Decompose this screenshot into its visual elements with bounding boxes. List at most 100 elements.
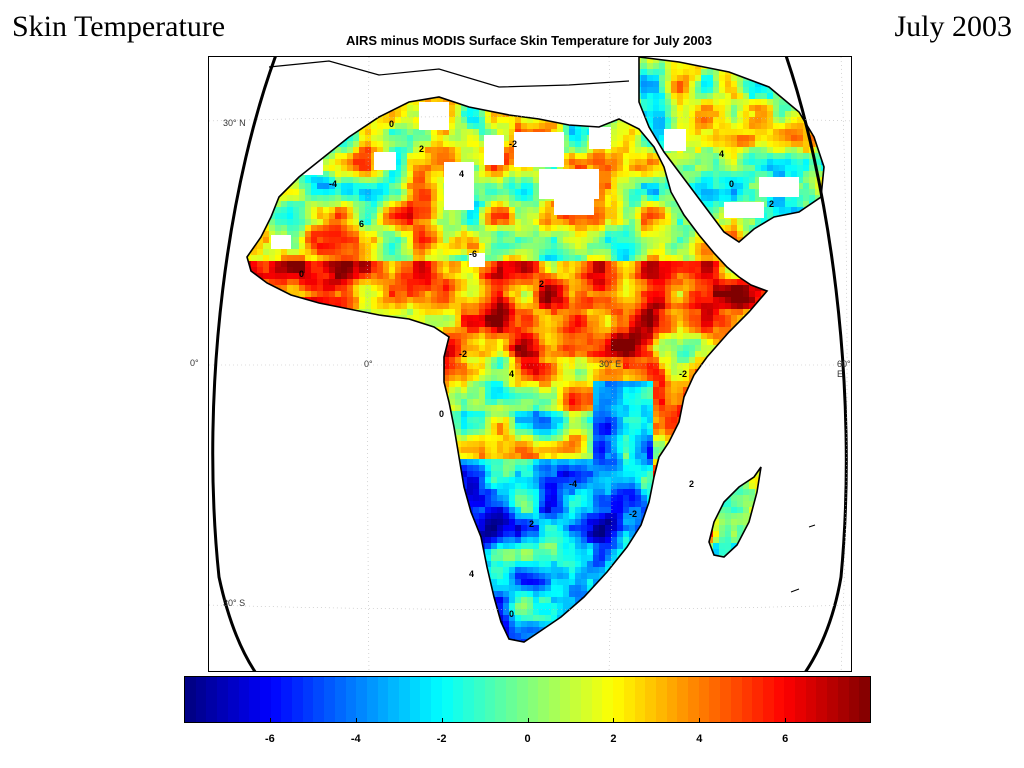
field-cell	[413, 153, 420, 160]
field-cell	[311, 249, 318, 256]
field-cell	[701, 279, 708, 286]
field-cell	[581, 135, 588, 142]
field-cell	[227, 141, 234, 148]
field-cell	[641, 93, 648, 100]
field-cell	[803, 231, 810, 238]
field-cell	[275, 303, 282, 310]
field-cell	[833, 177, 840, 184]
field-cell	[647, 219, 654, 226]
field-cell	[545, 57, 552, 64]
field-cell	[473, 249, 480, 256]
field-cell	[275, 249, 282, 256]
field-cell	[779, 231, 786, 238]
field-cell	[617, 147, 624, 154]
field-cell	[821, 63, 824, 70]
field-cell	[407, 117, 414, 124]
field-cell	[437, 309, 444, 316]
field-cell	[761, 225, 768, 232]
field-cell	[569, 327, 576, 334]
field-cell	[281, 279, 288, 286]
field-cell	[803, 213, 810, 220]
field-cell	[533, 231, 540, 238]
field-cell	[353, 57, 360, 64]
field-cell	[347, 261, 354, 268]
field-cell	[407, 141, 414, 148]
field-cell	[503, 189, 510, 196]
field-cell	[713, 207, 720, 214]
field-cell	[341, 225, 348, 232]
field-cell	[347, 231, 354, 238]
field-cell	[635, 201, 642, 208]
field-cell	[635, 117, 642, 124]
field-cell	[449, 309, 456, 316]
field-cell	[701, 87, 708, 94]
field-cell	[341, 273, 348, 280]
field-cell	[377, 177, 384, 184]
field-cell	[479, 111, 486, 118]
field-cell	[335, 231, 342, 238]
field-cell	[815, 297, 822, 304]
field-cell	[767, 213, 774, 220]
field-cell	[659, 243, 666, 250]
field-cell	[247, 171, 252, 178]
field-cell	[431, 231, 438, 238]
field-cell	[677, 75, 684, 82]
field-cell	[821, 93, 824, 100]
field-cell	[305, 243, 312, 250]
field-cell	[611, 231, 618, 238]
field-cell	[323, 171, 330, 178]
field-cell	[311, 309, 318, 316]
field-cell	[719, 237, 726, 244]
field-cell	[515, 297, 522, 304]
field-cell	[725, 291, 732, 298]
field-cell	[599, 189, 606, 196]
field-cell	[239, 231, 246, 238]
field-cell	[509, 195, 516, 202]
field-cell	[701, 57, 708, 64]
field-cell	[209, 249, 216, 256]
field-cell	[329, 285, 336, 292]
field-cell	[581, 57, 588, 64]
field-cell	[299, 273, 306, 280]
field-cell	[761, 69, 768, 76]
field-cell	[755, 171, 762, 178]
field-cell	[383, 255, 390, 262]
field-cell	[683, 321, 690, 328]
field-cell	[407, 249, 414, 256]
field-cell	[461, 327, 468, 334]
field-cell	[809, 159, 816, 166]
field-cell	[467, 153, 474, 160]
field-cell	[341, 267, 348, 274]
field-cell	[767, 255, 774, 262]
field-cell	[611, 285, 618, 292]
field-cell	[299, 315, 306, 322]
field-cell	[275, 225, 282, 232]
field-cell	[227, 75, 234, 82]
field-cell	[839, 201, 846, 208]
field-cell	[323, 315, 330, 322]
field-cell	[551, 213, 558, 220]
field-cell	[521, 177, 528, 184]
field-cell	[311, 195, 318, 202]
field-cell	[395, 117, 402, 124]
field-cell	[395, 249, 402, 256]
field-cell	[701, 75, 708, 82]
field-cell	[233, 309, 240, 316]
field-cell	[827, 321, 834, 328]
field-cell	[503, 231, 510, 238]
field-cell	[689, 183, 696, 190]
field-cell	[725, 303, 732, 310]
field-cell	[527, 261, 534, 268]
field-cell	[413, 279, 420, 286]
field-cell	[731, 57, 738, 64]
field-cell	[449, 213, 456, 220]
field-cell	[401, 57, 408, 64]
field-cell	[209, 237, 216, 244]
field-cell	[509, 237, 516, 244]
field-cell	[347, 141, 354, 148]
field-cell	[323, 69, 330, 76]
field-cell	[791, 315, 798, 322]
field-cell	[539, 273, 546, 280]
field-cell	[467, 87, 474, 94]
field-cell	[545, 321, 552, 328]
